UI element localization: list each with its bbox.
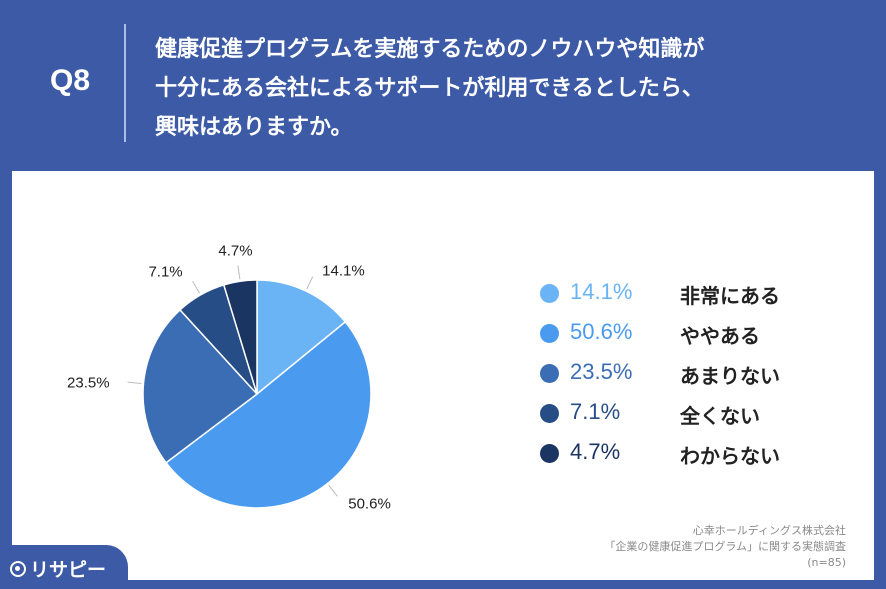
legend-label: 非常にある [680, 284, 780, 308]
question-line: 十分にある会社によるサポートが利用できるとしたら、 [155, 76, 704, 101]
legend-item: 23.5% あまりない [540, 359, 840, 399]
legend-item: 50.6% ややある [540, 319, 840, 359]
legend-swatch [540, 284, 559, 303]
legend-percent: 50.6% [570, 319, 633, 344]
leader-line [192, 280, 200, 294]
legend-label: 全くない [680, 404, 760, 428]
legend-item: 14.1% 非常にある [540, 279, 840, 319]
question-text: 健康促進プログラムを実施するためのノウハウや知識が 十分にある会社によるサポート… [155, 30, 865, 147]
header: Q8 健康促進プログラムを実施するためのノウハウや知識が 十分にある会社によるサ… [0, 0, 886, 170]
legend-item: 4.7% わからない [540, 439, 840, 479]
pie-chart: 14.1% 50.6% 23.5% 7.1% 4.7% [67, 243, 391, 513]
question-number: Q8 [50, 64, 91, 97]
legend-swatch [540, 444, 559, 463]
brand-name: リサピー [30, 559, 107, 581]
data-label: 7.1% [148, 264, 182, 281]
legend-label: あまりない [680, 364, 780, 388]
legend-percent: 14.1% [570, 279, 633, 304]
legend-percent: 7.1% [570, 399, 621, 424]
legend-percent: 23.5% [570, 359, 633, 384]
source-company: 心幸ホールディングス株式会社 [692, 524, 846, 537]
pin-icon [10, 560, 26, 577]
source-survey: 「企業の健康促進プログラム」に関する実態調査 [604, 540, 846, 553]
leader-line [127, 381, 142, 384]
question-line: 健康促進プログラムを実施するためのノウハウや知識が [155, 37, 705, 62]
legend-percent: 4.7% [570, 439, 621, 464]
legend-item: 7.1% 全くない [540, 399, 840, 439]
pie-slice [222, 279, 258, 395]
legend-swatch [540, 324, 559, 343]
chart-card: 14.1% 50.6% 23.5% 7.1% 4.7% 14.1% 非常にある 50.6… [12, 171, 874, 580]
header-divider [124, 24, 126, 142]
leader-line [237, 265, 241, 280]
logo-tab: リサピー [0, 545, 128, 589]
data-label: 23.5% [67, 374, 110, 391]
legend-label: ややある [680, 324, 760, 348]
data-label: 14.1% [322, 262, 365, 279]
source-sample: (n=85) [807, 556, 846, 569]
brand-logo: リサピー [10, 555, 106, 582]
pie-slice [256, 279, 347, 396]
pie-slice [142, 308, 259, 464]
leader-line [306, 276, 314, 290]
question-line: 興味はありますか。 [155, 115, 353, 140]
legend-swatch [540, 404, 559, 423]
leader-line [328, 484, 338, 497]
pie-slice [164, 320, 372, 509]
data-label: 4.7% [218, 243, 252, 260]
legend-swatch [540, 364, 559, 383]
legend: 14.1% 非常にある 50.6% ややある 23.5% あまりない 7.1% … [540, 279, 840, 479]
data-label: 50.6% [348, 496, 391, 513]
source-note: 心幸ホールディングス株式会社 「企業の健康促進プログラム」に関する実態調査 (n… [604, 523, 846, 571]
legend-label: わからない [680, 444, 780, 468]
